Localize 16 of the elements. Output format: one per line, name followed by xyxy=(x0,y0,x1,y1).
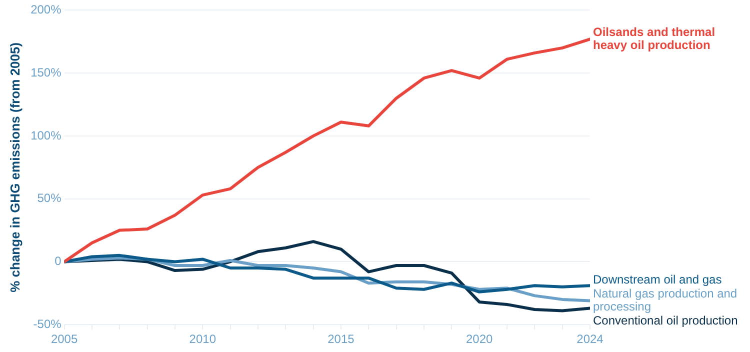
y-tick-label: 0 xyxy=(54,254,62,268)
y-tick-label: 200% xyxy=(30,2,62,17)
y-tick-label: 150% xyxy=(30,65,62,80)
series-label: Conventional oil production xyxy=(593,313,738,328)
x-tick-label: 2020 xyxy=(466,332,493,346)
series-label: Natural gas production and processing xyxy=(593,286,738,314)
series-label: Downstream oil and gas xyxy=(593,272,722,286)
y-tick-label: 100% xyxy=(30,128,62,142)
x-tick-label: 2005 xyxy=(50,332,78,346)
x-tick-label: 2015 xyxy=(328,332,355,346)
x-tick-label: 2024 xyxy=(576,332,604,346)
y-tick-label: -50% xyxy=(33,316,62,331)
series-label: Oilsands and thermal heavy oil production xyxy=(593,24,716,52)
x-tick-label: 2010 xyxy=(189,332,216,346)
y-tick-label: 50% xyxy=(37,191,62,206)
y-axis-title: % change in GHG emissions (from 2005) xyxy=(7,42,22,292)
